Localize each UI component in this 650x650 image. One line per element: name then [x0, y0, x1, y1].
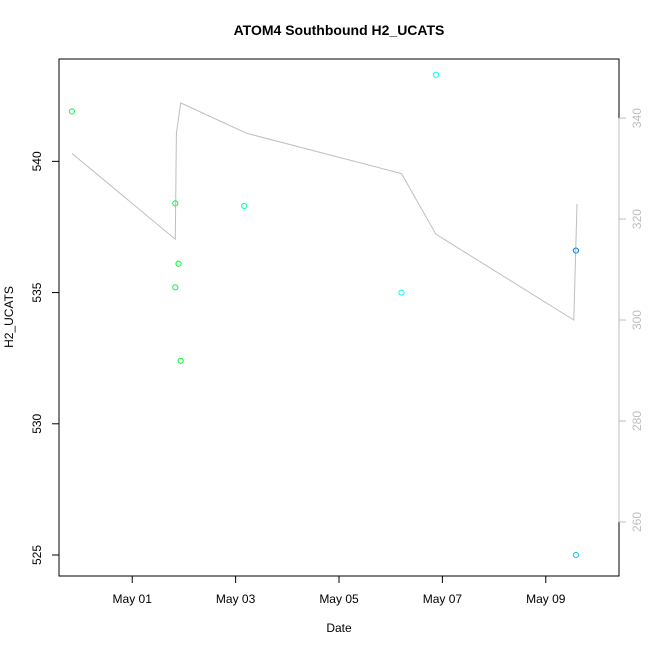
data-point — [172, 200, 179, 207]
y-axis-right: 260 280 300 320 340 — [618, 108, 644, 532]
plot-frame — [58, 58, 620, 577]
x-tick-label: May 07 — [423, 592, 463, 606]
chart-title: ATOM4 Southbound H2_UCATS — [234, 22, 445, 38]
y-tick-label: 525 — [30, 545, 44, 565]
y-axis-left: 525 530 535 540 — [30, 151, 60, 565]
data-point — [177, 357, 184, 364]
y2-tick-label: 260 — [630, 512, 644, 532]
data-point — [572, 247, 580, 254]
y2-tick-label: 320 — [630, 209, 644, 229]
x-axis: May 01 May 03 May 05 May 07 May 09 — [113, 575, 566, 606]
secondary-series-line — [71, 102, 578, 321]
data-point — [241, 202, 248, 210]
x-tick-label: May 01 — [113, 592, 153, 606]
data-point — [432, 71, 440, 78]
y-tick-label: 535 — [30, 282, 44, 302]
y2-tick-label: 340 — [630, 108, 644, 128]
data-point — [172, 284, 179, 291]
x-tick-label: May 09 — [526, 592, 566, 606]
x-tick-label: May 03 — [216, 592, 256, 606]
y-tick-label: 530 — [30, 413, 44, 433]
y2-tick-label: 280 — [630, 411, 644, 431]
x-tick-label: May 05 — [319, 592, 359, 606]
secondary-series — [71, 102, 578, 321]
scatter-points — [68, 71, 580, 559]
x-axis-label: Date — [326, 621, 352, 635]
data-point — [398, 289, 405, 296]
data-point — [572, 551, 580, 559]
data-point — [175, 260, 182, 267]
y-tick-label: 540 — [30, 151, 44, 171]
data-point — [68, 108, 76, 115]
y2-tick-label: 300 — [630, 310, 644, 330]
y-axis-label: H2_UCATS — [2, 286, 16, 348]
